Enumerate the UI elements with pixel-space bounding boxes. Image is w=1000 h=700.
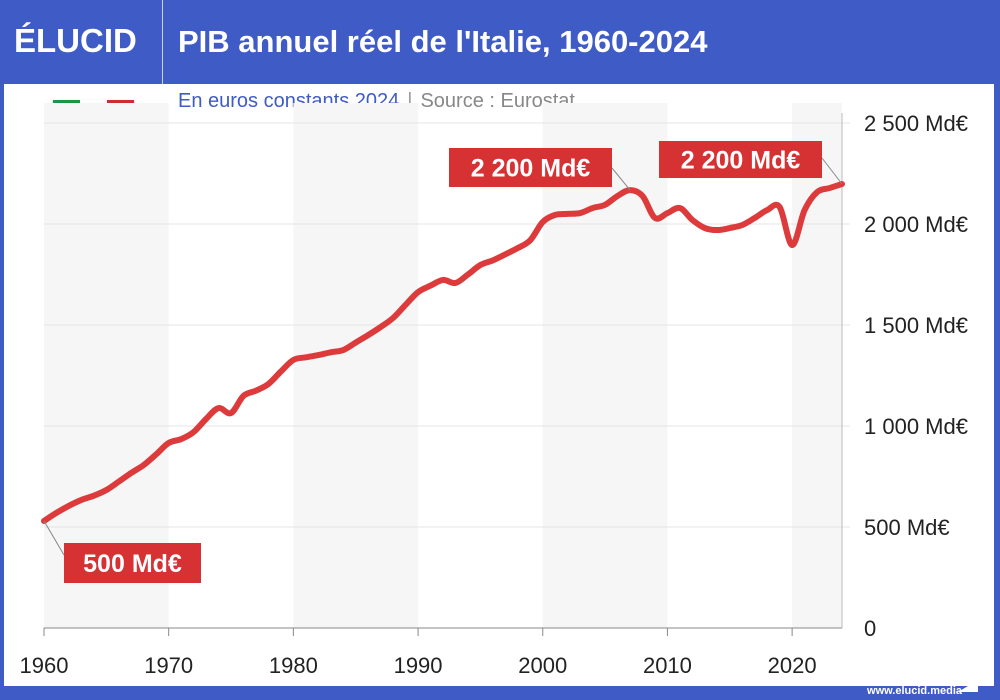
gdp-line [41,181,845,524]
x-tick-label: 2000 [518,653,567,678]
chart-title: PIB annuel réel de l'Italie, 1960-2024 [178,24,708,59]
header: ÉLUCID PIB annuel réel de l'Italie, 1960… [0,0,1000,84]
decade-band [792,103,842,628]
y-tick-label: 1 000 Md€ [864,414,968,439]
x-tick-label: 1990 [394,653,443,678]
decade-band [44,103,169,628]
y-tick-label: 2 000 Md€ [864,212,968,237]
x-tick-label: 1960 [20,653,69,678]
annotation-box [449,148,612,187]
annotation-label: 500 Md€ [83,550,182,578]
decade-band [542,103,668,628]
y-tick-label: 2 500 Md€ [864,111,968,136]
separator: | [407,90,413,112]
source-text: Source : Eurostat [420,90,575,112]
x-tick-label: 1980 [269,653,318,678]
annotation-leader [821,157,843,185]
annotation-label: 2 200 Md€ [471,155,591,183]
elucid-mark-icon [958,680,978,692]
annotation-leader [611,167,631,191]
elucid-logo: ÉLUCID [14,22,137,59]
y-tick-label: 500 Md€ [864,515,950,540]
x-tick-label: 1970 [144,653,193,678]
annotation-leader [43,520,65,556]
annotation-label: 2 200 Md€ [681,147,801,175]
y-tick-label: 1 500 Md€ [864,313,968,338]
annotation-box [659,141,822,178]
annotation-box [64,543,201,583]
decade-band [293,103,419,628]
y-tick-label: 0 [864,616,876,641]
x-tick-label: 2010 [643,653,692,678]
footer-url[interactable]: www.elucid.media [867,685,962,697]
x-tick-label: 2020 [768,653,817,678]
header-divider [162,0,163,84]
